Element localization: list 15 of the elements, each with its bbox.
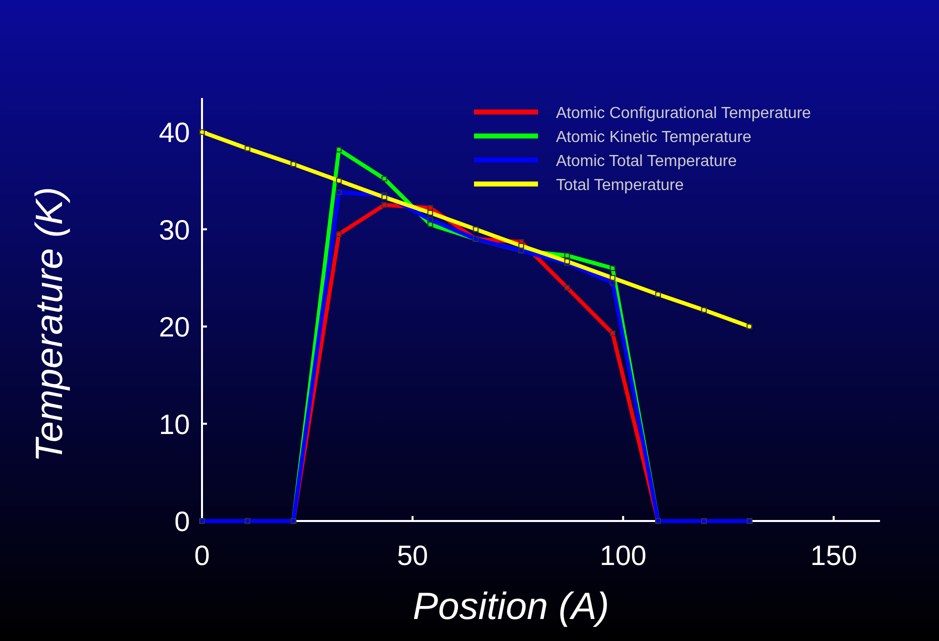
legend-label: Atomic Configurational Temperature [556, 105, 812, 122]
x-tick-label: 100 [600, 540, 646, 571]
y-tick-label: 40 [158, 117, 190, 148]
x-tick-label: 150 [810, 540, 858, 571]
legend-label: Total Temperature [556, 177, 684, 194]
y-tick-label: 10 [158, 408, 190, 440]
legend-label: Atomic Kinetic Temperature [556, 129, 752, 146]
x-tick-label: 0 [194, 540, 210, 571]
x-tick-label: 50 [396, 540, 428, 571]
y-tick-label: 0 [174, 506, 190, 537]
x-axis-title: Position (A) [412, 586, 610, 628]
legend-label: Atomic Total Temperature [556, 153, 737, 170]
y-tick-label: 30 [158, 214, 190, 246]
y-axis-title: Temperature (K) [29, 186, 71, 462]
y-tick-label: 20 [158, 312, 190, 343]
